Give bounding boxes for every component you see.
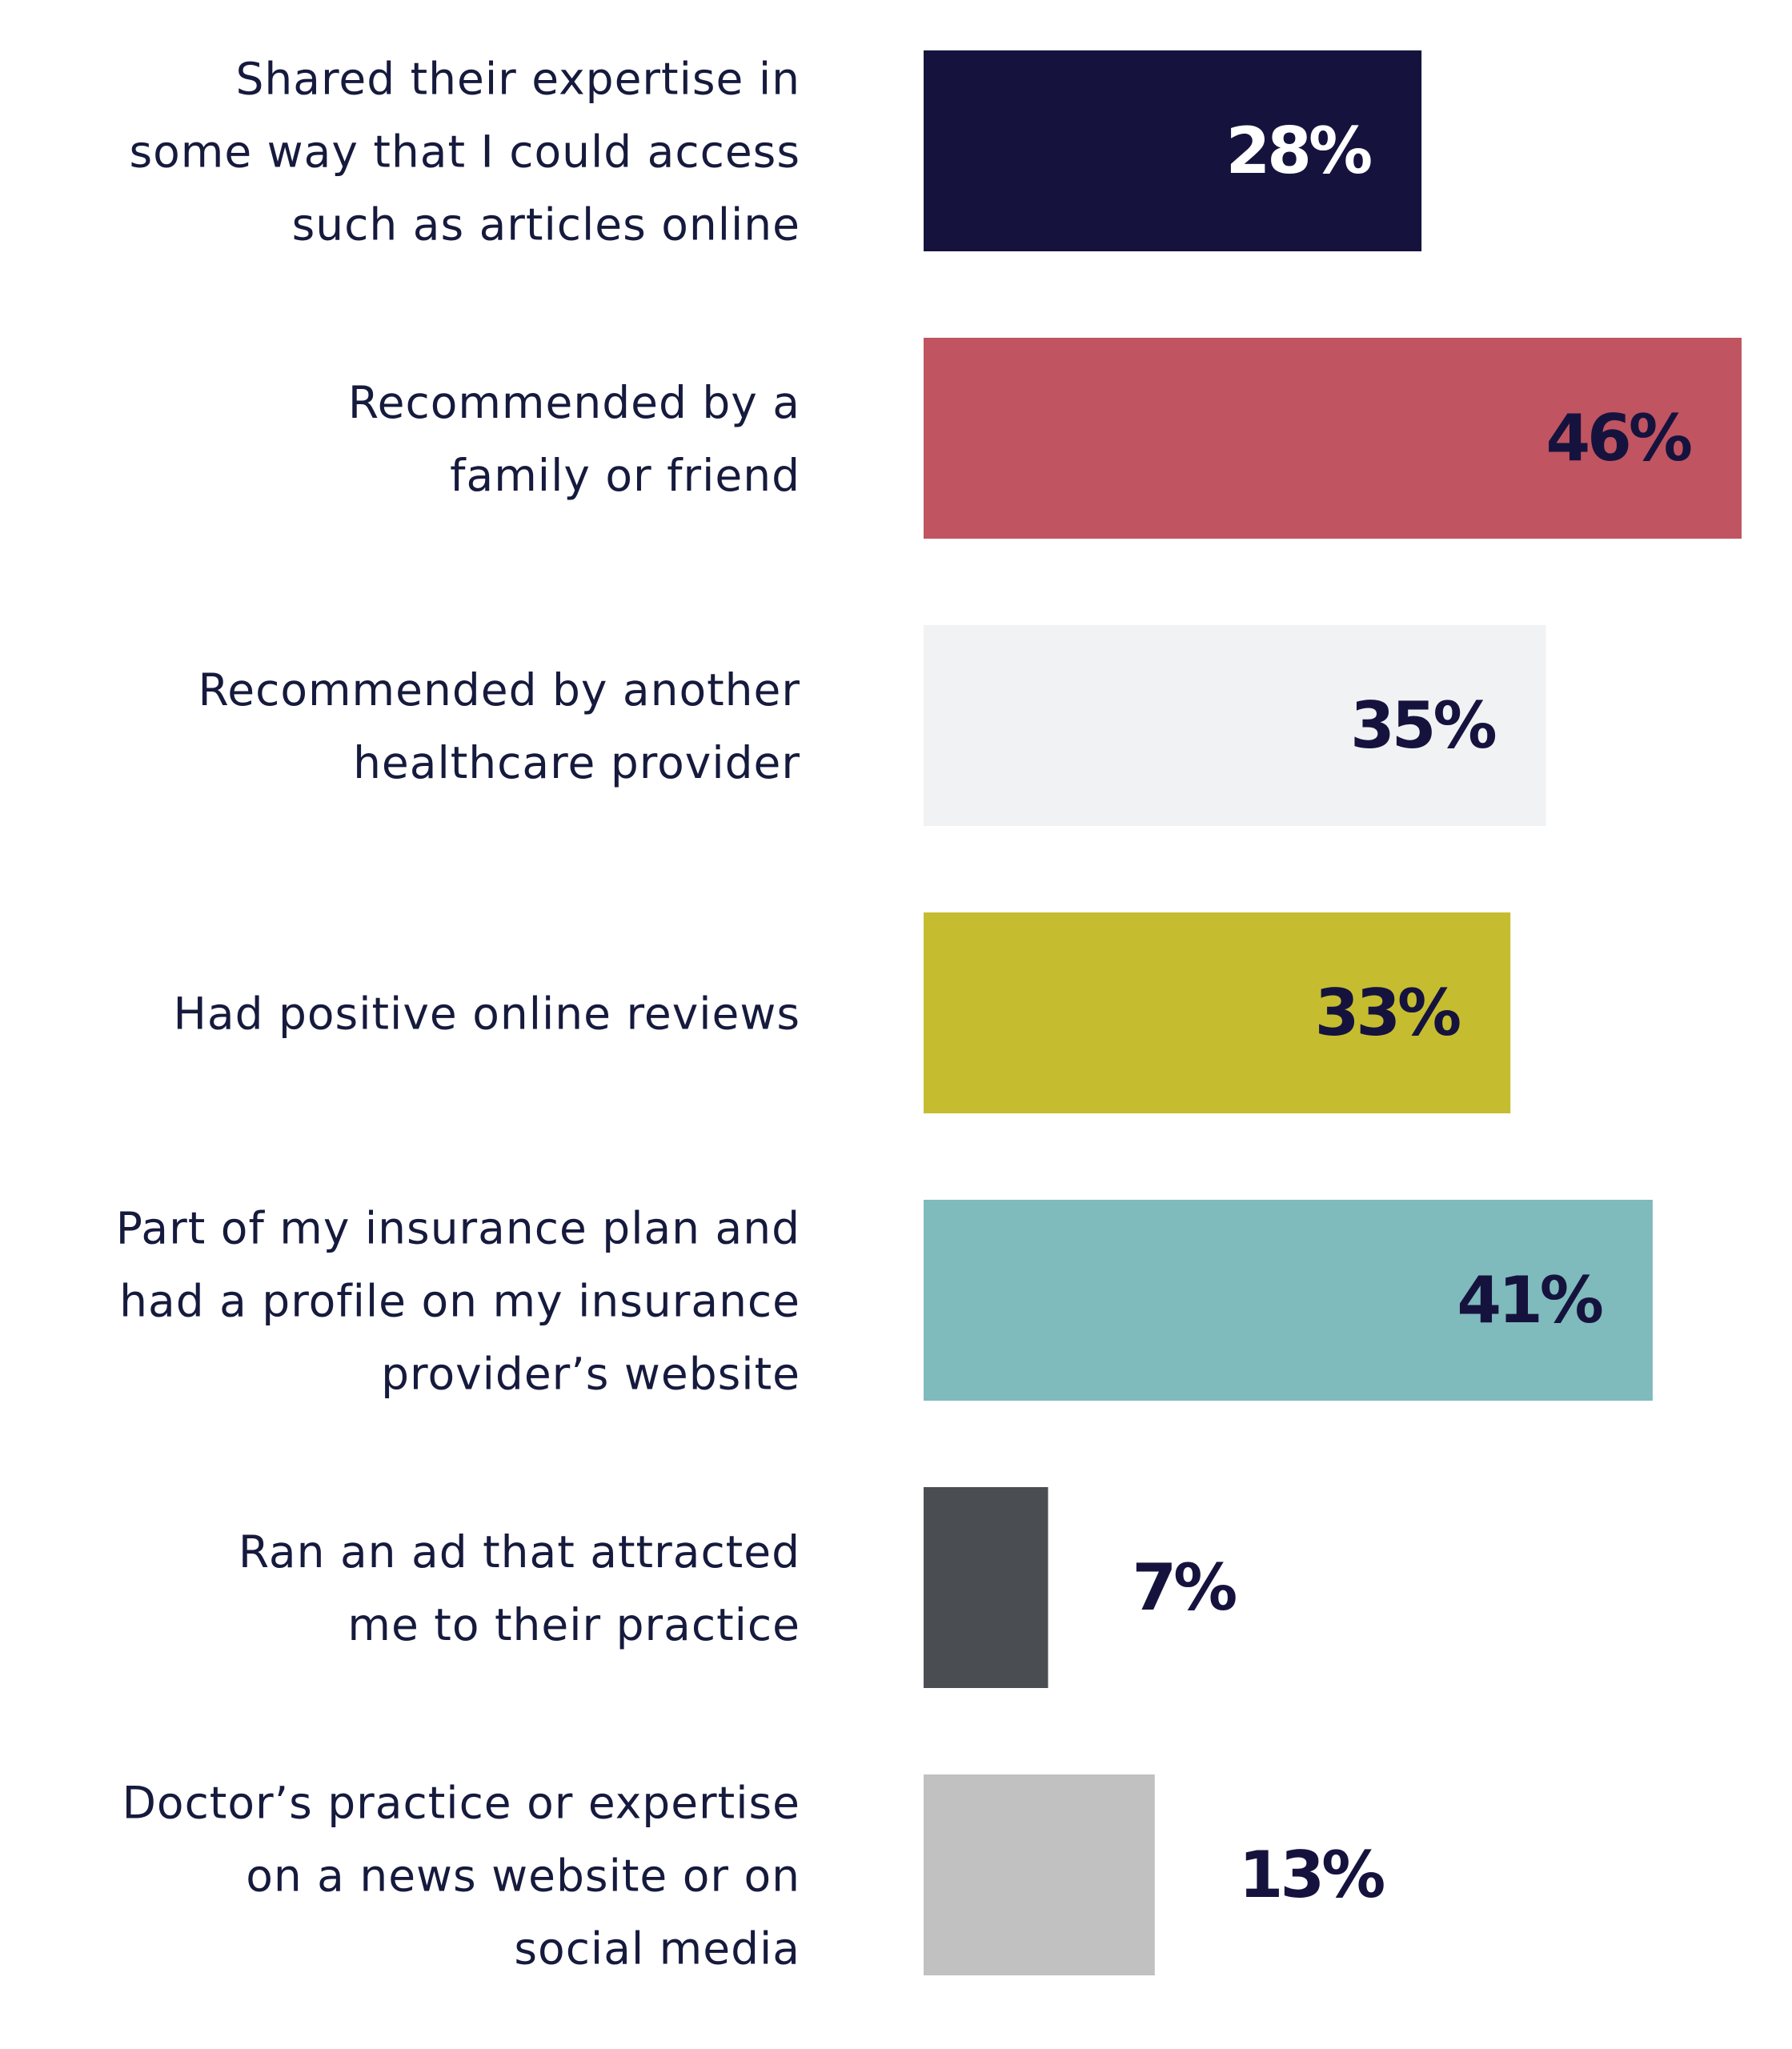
category-label-line: Part of my insurance plan and (116, 1203, 800, 1254)
category-label-line: social media (514, 1923, 800, 1975)
bar-6 (924, 1487, 1048, 1688)
category-label-line: Shared their expertise in (236, 54, 801, 105)
category-labels-group: Shared their expertise in some way that I… (116, 54, 800, 1975)
bar-2 (924, 338, 1742, 539)
category-label-4: Had positive online reviews (174, 988, 800, 1040)
category-label-line: some way that I could access (129, 126, 800, 178)
category-label-line: family or friend (450, 450, 800, 501)
category-label-line: such as articles online (292, 199, 800, 251)
category-label-line: Recommended by a (348, 377, 800, 428)
bar-3 (924, 625, 1546, 826)
bar-1 (924, 50, 1422, 251)
category-label-5: Part of my insurance plan and had a profi… (116, 1203, 800, 1400)
category-label-7: Doctor’s practice or expertise on a news … (122, 1778, 800, 1975)
category-label-line: healthcare provider (353, 737, 800, 788)
category-label-line: provider’s website (381, 1349, 800, 1400)
category-label-2: Recommended by a family or friend (348, 377, 800, 501)
category-label-line: had a profile on my insurance (119, 1276, 800, 1327)
value-label-7: 13% (1239, 1838, 1384, 1912)
category-label-line: on a news website or on (246, 1851, 800, 1902)
category-label-line: Doctor’s practice or expertise (122, 1778, 800, 1829)
bar-4 (924, 912, 1511, 1113)
value-label-3: 35% (1350, 688, 1495, 763)
category-label-line: me to their practice (347, 1599, 800, 1650)
category-label-3: Recommended by another healthcare provide… (198, 664, 801, 788)
value-label-6: 7% (1133, 1550, 1237, 1625)
bar-7 (924, 1774, 1155, 1975)
bars-group (924, 50, 1742, 1975)
bar-5 (924, 1200, 1653, 1401)
category-label-6: Ran an ad that attracted me to their prac… (239, 1526, 800, 1650)
category-label-line: Ran an ad that attracted (239, 1526, 800, 1578)
value-label-5: 41% (1457, 1263, 1602, 1337)
category-label-1: Shared their expertise in some way that I… (129, 54, 800, 251)
value-label-4: 33% (1315, 976, 1460, 1050)
value-label-2: 46% (1546, 401, 1691, 475)
value-label-1: 28% (1226, 114, 1371, 188)
category-label-line: Had positive online reviews (174, 988, 800, 1040)
category-label-line: Recommended by another (198, 664, 801, 716)
value-labels-group: 28% 46% 35% 33% 41% 7% 13% (1133, 114, 1694, 1912)
